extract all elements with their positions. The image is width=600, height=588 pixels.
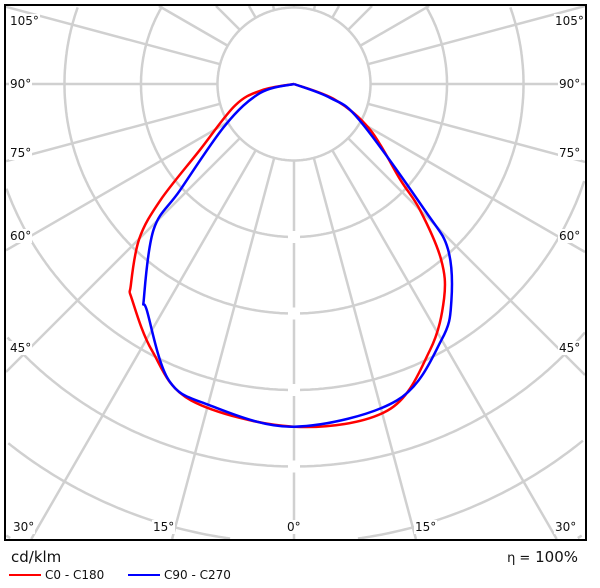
angle-label-right-30: 30° xyxy=(554,520,578,534)
angle-label-right-105: 105° xyxy=(554,14,585,28)
legend-label: C90 - C270 xyxy=(164,568,231,582)
grid-spoke xyxy=(367,4,586,66)
grid-spoke xyxy=(30,149,257,540)
legend-swatch-blue xyxy=(128,574,160,576)
angle-label-left-75: 75° xyxy=(9,146,33,160)
grid-ring xyxy=(6,331,586,468)
grid-spoke xyxy=(331,149,558,540)
grid-spoke xyxy=(312,157,418,540)
spoke-gap xyxy=(288,231,300,243)
grid-spoke xyxy=(5,102,221,163)
grid-spoke xyxy=(271,5,276,11)
grid-spoke xyxy=(5,121,229,252)
grid-spoke xyxy=(158,4,229,47)
angle-label-left-60: 60° xyxy=(9,229,33,243)
grid-spoke xyxy=(347,137,586,376)
angle-label-right-90: 90° xyxy=(558,77,582,91)
legend-item-c90-c270: C90 - C270 xyxy=(128,568,231,582)
grid-ring xyxy=(63,6,525,315)
angle-label-right-60: 60° xyxy=(558,229,582,243)
angle-label-left-105: 105° xyxy=(9,14,40,28)
legend-item-c0-c180: C0 - C180 xyxy=(9,568,104,582)
grid-spoke xyxy=(359,4,430,47)
grid-spoke xyxy=(215,5,241,31)
efficiency-label: η = 100% xyxy=(507,548,578,566)
series-curve-c90-c270 xyxy=(142,82,454,428)
angle-label-bottom-15-right: 15° xyxy=(414,520,438,534)
grid-ring xyxy=(7,439,584,540)
grid xyxy=(5,4,586,540)
grid-ring xyxy=(5,534,583,540)
angle-label-left-90: 90° xyxy=(9,77,33,91)
grid-spoke xyxy=(5,137,241,373)
angle-label-left-45: 45° xyxy=(9,341,33,355)
grid-spoke xyxy=(170,157,276,540)
grid-spoke xyxy=(331,5,341,19)
grid-ring xyxy=(5,180,586,392)
angle-label-bottom-15-left: 15° xyxy=(152,520,176,534)
unit-label: cd/klm xyxy=(11,548,62,566)
grid-spoke xyxy=(5,5,221,66)
angle-label-right-45: 45° xyxy=(558,341,582,355)
angle-label-left-30: 30° xyxy=(12,520,36,534)
efficiency-symbol: η = xyxy=(507,551,531,566)
grid-spoke xyxy=(312,5,317,11)
efficiency-value: 100% xyxy=(535,548,578,566)
angle-label-bottom-0: 0° xyxy=(286,520,302,534)
angle-label-right-75: 75° xyxy=(558,146,582,160)
spoke-gap xyxy=(288,460,300,473)
plot-frame xyxy=(4,4,587,541)
spoke-gap xyxy=(288,384,300,396)
grid-spoke xyxy=(367,102,586,164)
legend-label: C0 - C180 xyxy=(45,568,105,582)
grid-spoke xyxy=(347,5,373,31)
spoke-gap xyxy=(288,307,300,320)
series-curve-c0-c180 xyxy=(128,82,447,429)
grid-spoke xyxy=(247,5,257,19)
grid-spoke xyxy=(359,121,586,254)
legend-swatch-red xyxy=(9,574,41,576)
